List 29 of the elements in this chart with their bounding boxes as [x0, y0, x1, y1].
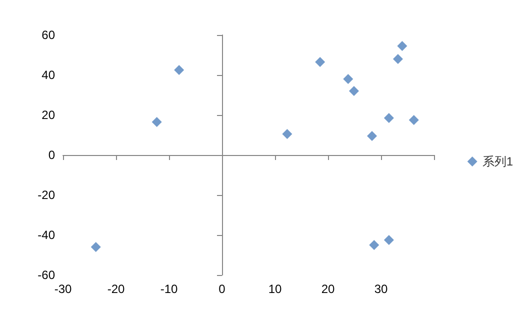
y-tick-label: 40 — [42, 68, 56, 82]
point — [392, 54, 403, 64]
x-tick-label: 0 — [218, 282, 226, 296]
point — [348, 86, 359, 96]
x-tick-label: 30 — [374, 282, 388, 296]
x-tick-label: -20 — [107, 282, 125, 296]
x-tick-label: -10 — [160, 282, 178, 296]
point — [384, 235, 394, 245]
y-tick-label: -60 — [38, 268, 56, 282]
x-tick-label: -30 — [54, 282, 72, 296]
y-tick-label: 60 — [42, 28, 56, 42]
point — [174, 65, 184, 75]
x-tick-label: 20 — [321, 282, 335, 296]
point — [315, 57, 326, 67]
y-tick-label: 0 — [48, 148, 56, 162]
point — [152, 117, 162, 127]
point — [366, 131, 377, 141]
y-tick-label: 20 — [42, 108, 56, 122]
point — [343, 74, 354, 84]
point — [90, 242, 101, 252]
point — [397, 41, 408, 51]
y-tick-label: -20 — [38, 188, 56, 202]
point — [408, 115, 419, 125]
point — [369, 240, 380, 250]
point — [384, 113, 394, 123]
x-tick-label: 10 — [268, 282, 282, 296]
point — [282, 129, 292, 139]
legend-label: 系列1 — [482, 154, 514, 168]
y-tick-label: -40 — [38, 228, 56, 242]
